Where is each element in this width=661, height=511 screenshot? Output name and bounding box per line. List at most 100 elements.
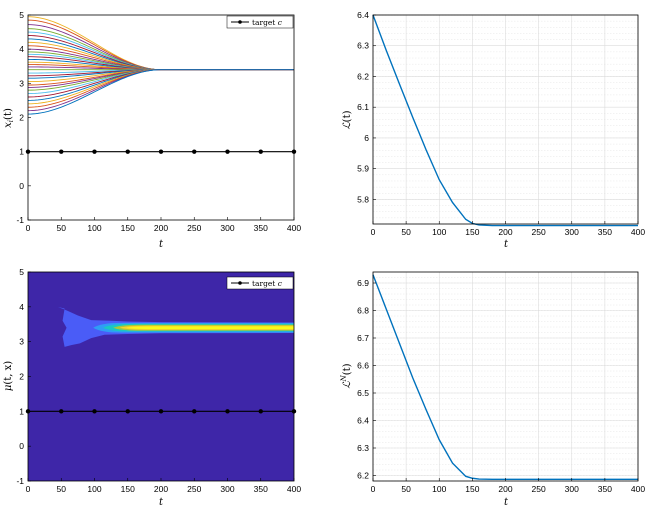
- trajectories-xlabel: t: [159, 239, 164, 250]
- trajectories-xtick-label: 50: [57, 223, 67, 233]
- density-xtick-label: 150: [121, 484, 135, 494]
- density-ytick-label: 4: [19, 302, 24, 312]
- trajectories-xtick-label: 0: [26, 223, 31, 233]
- trajectory-line: [27, 58, 294, 71]
- lyapunov-ticks: 0 50 100 150 200 250 300 350 400 5.8 5.9 6 6.1 6.2 6.3…: [357, 10, 645, 237]
- trajectories-target-marker: [125, 149, 130, 154]
- mean-field-ytick-label: 6.3: [357, 443, 369, 453]
- trajectories-ytick-label: 5: [19, 10, 24, 20]
- density-xtick-label: 100: [87, 484, 101, 494]
- density-target-marker: [225, 409, 230, 414]
- lyapunov-xtick-label: 300: [565, 227, 579, 237]
- density-ylabel: μ(t, x): [3, 361, 14, 391]
- density-ylabel-suffix: (t, x): [3, 361, 14, 385]
- mean-field-series-line: [372, 274, 638, 481]
- legend-bottom-marker: [238, 281, 242, 285]
- density-ytick-label: 3: [19, 337, 24, 347]
- lyapunov-xtick-label: 0: [371, 227, 376, 237]
- lyapunov-xtick-label: 400: [631, 227, 645, 237]
- legend-top-box: [226, 15, 294, 29]
- trajectories-xtick-label: 250: [187, 223, 201, 233]
- trajectory-line: [27, 38, 294, 71]
- trajectories-ytick-label: 0: [19, 181, 24, 191]
- mean-field-ytick-label: 6.5: [357, 388, 369, 398]
- trajectories-target-marker: [158, 149, 164, 154]
- trajectories-xtick-label: 200: [154, 223, 168, 233]
- mean-field-ylabel-suffix: (t): [342, 363, 353, 375]
- mean-field-xtick-label: 100: [432, 484, 446, 494]
- mean-field-ylabel-main: ℒ: [342, 381, 353, 389]
- density-ylabel-main: μ: [3, 385, 14, 392]
- lyapunov-xtick-label: 350: [598, 227, 612, 237]
- lyapunov-xtick-label: 150: [465, 227, 479, 237]
- trajectories-ylabel-sub: i: [7, 120, 15, 122]
- density-background: [28, 272, 294, 481]
- lyapunov-ytick-label: 5.9: [357, 164, 369, 174]
- trajectories-ytick-label: 4: [19, 44, 24, 54]
- legend-bottom: target c: [226, 276, 294, 290]
- legend-top-prefix: target: [252, 18, 278, 27]
- lyapunov-ylabel-suffix: (t): [342, 110, 353, 122]
- mean-field-ytick-label: 6.6: [357, 361, 369, 371]
- trajectories-ylabel-suffix: (t): [3, 108, 14, 120]
- lyapunov-curve: [372, 14, 638, 227]
- trajectories-target-marker: [92, 149, 97, 154]
- density-xtick-label: 50: [57, 484, 67, 494]
- density-levels: [57, 306, 294, 347]
- mean-field-ticks: 0 50 100 150 200 250 300 350 400 6.2 6.3 6.4 6.5 6.6 6…: [357, 278, 645, 494]
- density-ytick-label: 0: [19, 441, 24, 451]
- trajectories-xtick-label: 300: [220, 223, 234, 233]
- trajectories-ytick-label: 3: [19, 78, 24, 88]
- lyapunov-ytick-label: 6: [364, 133, 369, 143]
- legend-top-label: target c: [252, 18, 283, 27]
- trajectories-ylabel-main: x: [3, 122, 14, 128]
- trajectory-line: [28, 69, 294, 74]
- mean-field-ytick-label: 6.2: [357, 471, 369, 481]
- density-target-marker: [92, 409, 97, 414]
- lyapunov-ytick-label: 6.3: [357, 41, 369, 51]
- trajectories-xtick-label: 350: [254, 223, 268, 233]
- trajectories-target-marker: [258, 149, 263, 154]
- lyapunov-xtick-label: 100: [432, 227, 446, 237]
- trajectory-line: [27, 69, 294, 83]
- mean-field-curve: [372, 274, 638, 481]
- mean-field-xlabel: t: [504, 497, 509, 508]
- mean-field-ylabel-sup: N: [340, 374, 348, 382]
- lyapunov-panel: 0 50 100 150 200 250 300 350 400 5.8 5.9 6 6.1 6.2 6.3…: [342, 10, 645, 250]
- mean-field-xtick-label: 150: [465, 484, 479, 494]
- density-target-marker: [258, 409, 263, 414]
- mean-field-ylabel: ℒN(t): [340, 363, 353, 388]
- density-xtick-label: 350: [254, 484, 268, 494]
- density-target-marker: [59, 409, 64, 414]
- legend-top-marker: [238, 20, 242, 24]
- trajectories-ytick-label: 1: [19, 147, 24, 157]
- density-xtick-label: 250: [187, 484, 201, 494]
- legend-bottom-box: [226, 276, 294, 290]
- density-ytick-label: 2: [19, 372, 24, 382]
- mean-field-xtick-label: 350: [598, 484, 612, 494]
- trajectories-xtick-label: 150: [121, 223, 135, 233]
- density-target-marker: [192, 409, 197, 414]
- lyapunov-series-line: [372, 14, 638, 227]
- density-target-marker: [125, 409, 130, 414]
- density-target-marker: [158, 409, 164, 414]
- lyapunov-grid: [372, 14, 639, 225]
- mean-field-lyapunov-panel: 0 50 100 150 200 250 300 350 400 6.2 6.3 6.4 6.5 6.6 6…: [340, 271, 645, 508]
- lyapunov-ytick-label: 6.2: [357, 71, 369, 81]
- mean-field-xtick-label: 250: [532, 484, 546, 494]
- mean-field-xtick-label: 50: [401, 484, 411, 494]
- trajectories-xtick-label: 400: [287, 223, 301, 233]
- legend-bottom-var: c: [278, 279, 283, 288]
- mean-field-ytick-label: 6.9: [357, 278, 369, 288]
- trajectory-line: [27, 69, 294, 115]
- mean-field-xtick-label: 300: [565, 484, 579, 494]
- lyapunov-ylabel-main: ℒ: [342, 122, 353, 130]
- density-xtick-label: 0: [26, 484, 31, 494]
- trajectory-line: [27, 51, 294, 71]
- legend-top-var: c: [278, 18, 283, 27]
- density-xtick-label: 400: [287, 484, 301, 494]
